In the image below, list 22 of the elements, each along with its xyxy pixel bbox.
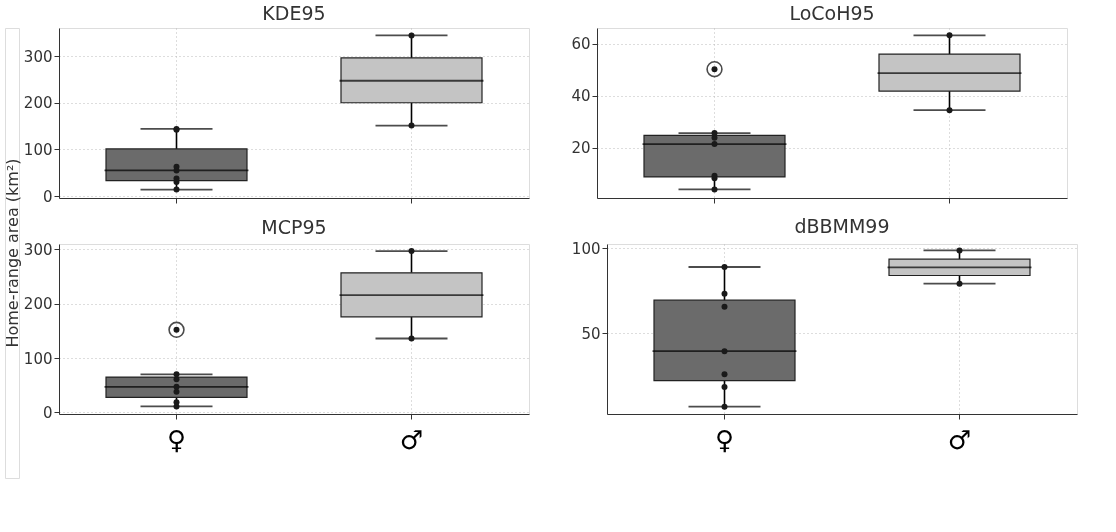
y-axis-title: Home-range area (km²) [3, 158, 22, 348]
x-tick-label: ♂ [399, 424, 424, 455]
chart-title: KDE95 [262, 2, 326, 24]
x-tick-label: ♀ [166, 424, 187, 455]
y-tick-label: 300 [23, 47, 53, 66]
y-tick-label: 20 [571, 139, 591, 158]
y-tick-label: 100 [23, 349, 53, 368]
y-tick-label: 200 [23, 295, 53, 314]
y-tick-label: 0 [42, 403, 53, 422]
x-tick-label: ♀ [714, 424, 735, 455]
x-tick-label: ♂ [947, 424, 972, 455]
y-tick-label: 300 [23, 240, 53, 259]
y-tick-label: 40 [571, 87, 591, 106]
y-tick-label: 0 [42, 187, 53, 206]
chart-title: dBBMM99 [794, 215, 890, 238]
y-tick-label: 60 [571, 35, 591, 54]
y-tick-label: 100 [23, 140, 53, 159]
y-tick-label: 200 [23, 94, 53, 113]
chart-title: MCP95 [261, 216, 327, 239]
chart-title: LoCoH95 [789, 2, 875, 24]
y-tick-label: 50 [581, 324, 601, 343]
y-tick-label: 100 [571, 239, 601, 258]
